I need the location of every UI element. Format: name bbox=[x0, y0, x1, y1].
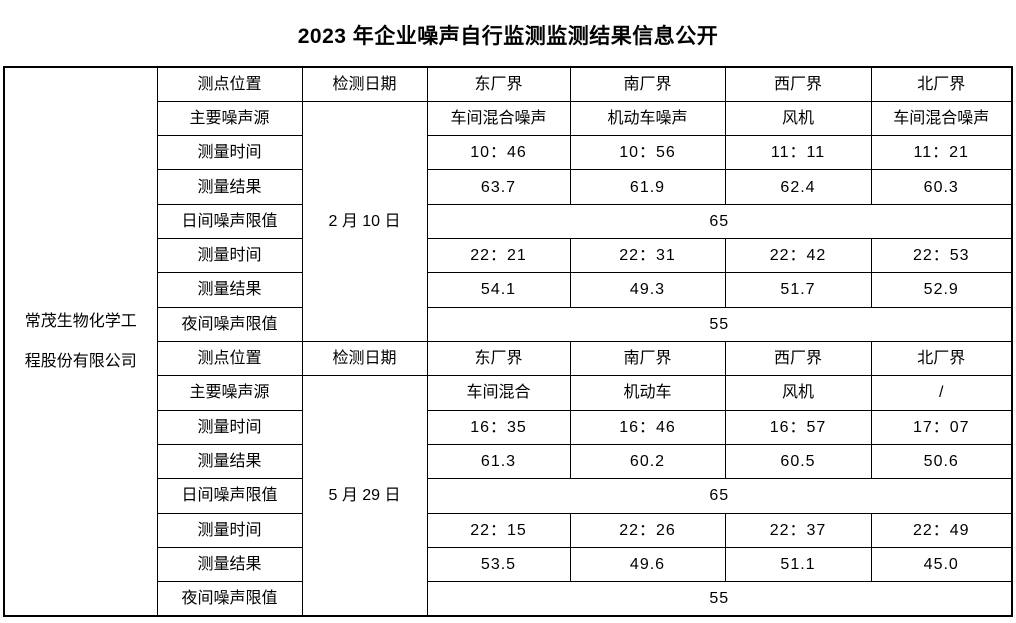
day-result-label-1: 测量结果 bbox=[156, 169, 303, 205]
detection-date-label-1: 检测日期 bbox=[301, 66, 428, 102]
boundary-east-2: 东厂界 bbox=[426, 340, 571, 377]
day-time-west-1: 11：11 bbox=[724, 135, 872, 171]
night-time-west-1: 22：42 bbox=[724, 238, 872, 274]
night-time-label-2: 测量时间 bbox=[156, 512, 303, 548]
night-result-east-2: 53.5 bbox=[426, 546, 571, 583]
day-result-row-1: 测量结果 63.7 61.9 62.4 60.3 bbox=[4, 169, 1013, 205]
noise-source-label-2: 主要噪声源 bbox=[156, 375, 303, 411]
day-limit-value-1: 65 bbox=[426, 203, 1013, 240]
detection-date-2: 5 月 29 日 bbox=[301, 375, 428, 617]
day-limit-label-1: 日间噪声限值 bbox=[156, 203, 303, 240]
boundary-south-2: 南厂界 bbox=[569, 340, 726, 377]
night-time-west-2: 22：37 bbox=[724, 512, 872, 548]
day-time-row-1: 测量时间 10：46 10：56 11：11 11：21 bbox=[4, 135, 1013, 171]
night-time-south-2: 22：26 bbox=[569, 512, 726, 548]
night-result-west-1: 51.7 bbox=[724, 272, 872, 308]
day-time-east-2: 16：35 bbox=[426, 409, 571, 445]
night-time-label-1: 测量时间 bbox=[156, 238, 303, 274]
page-title: 2023 年企业噪声自行监测监测结果信息公开 bbox=[297, 25, 719, 48]
day-result-east-1: 63.7 bbox=[426, 169, 571, 205]
night-time-east-1: 22：21 bbox=[426, 238, 571, 274]
noise-source-north-1: 车间混合噪声 bbox=[870, 100, 1013, 137]
day-limit-value-2: 65 bbox=[426, 478, 1013, 514]
night-result-north-1: 52.9 bbox=[870, 272, 1013, 308]
noise-source-east-2: 车间混合 bbox=[426, 375, 571, 411]
day-result-north-2: 50.6 bbox=[870, 443, 1013, 480]
day-result-label-2: 测量结果 bbox=[156, 443, 303, 480]
night-result-label-1: 测量结果 bbox=[156, 272, 303, 308]
boundary-north-1: 北厂界 bbox=[870, 66, 1013, 102]
boundary-east-1: 东厂界 bbox=[426, 66, 571, 102]
day-limit-label-2: 日间噪声限值 bbox=[156, 478, 303, 514]
day-result-west-1: 62.4 bbox=[724, 169, 872, 205]
day-time-label-2: 测量时间 bbox=[156, 409, 303, 445]
day-limit-row-2: 日间噪声限值 65 bbox=[4, 478, 1013, 514]
point-location-label-2: 测点位置 bbox=[156, 340, 303, 377]
noise-source-row-1: 主要噪声源 2 月 10 日 车间混合噪声 机动车噪声 风机 车间混合噪声 bbox=[4, 100, 1013, 343]
day-result-north-1: 60.3 bbox=[870, 169, 1013, 205]
day-time-row-2: 测量时间 16：35 16：46 16：57 17：07 bbox=[4, 409, 1013, 445]
night-limit-label-1: 夜间噪声限值 bbox=[156, 306, 303, 343]
night-limit-row-2: 夜间噪声限值 55 bbox=[4, 581, 1013, 617]
noise-source-south-1: 机动车噪声 bbox=[569, 100, 726, 137]
night-time-east-2: 22：15 bbox=[426, 512, 571, 548]
night-result-east-1: 54.1 bbox=[426, 272, 571, 308]
boundary-north-2: 北厂界 bbox=[870, 340, 1013, 377]
night-time-row-1: 测量时间 22：21 22：31 22：42 22：53 bbox=[4, 238, 1013, 274]
night-result-north-2: 45.0 bbox=[870, 546, 1013, 583]
day-time-south-1: 10：56 bbox=[569, 135, 726, 171]
detection-date-1: 2 月 10 日 bbox=[301, 100, 428, 343]
boundary-west-2: 西厂界 bbox=[724, 340, 872, 377]
night-time-north-1: 22：53 bbox=[870, 238, 1013, 274]
noise-source-north-2: / bbox=[870, 375, 1013, 411]
boundary-west-1: 西厂界 bbox=[724, 66, 872, 102]
header-row-section1: 常茂生物化学工程股份有限公司 测点位置 检测日期 东厂界 南厂界 西厂界 北厂界 bbox=[3, 66, 1013, 617]
boundary-south-1: 南厂界 bbox=[569, 66, 726, 102]
company-name: 常茂生物化学工程股份有限公司 bbox=[24, 312, 137, 370]
noise-source-west-1: 风机 bbox=[724, 100, 872, 137]
noise-source-east-1: 车间混合噪声 bbox=[426, 100, 571, 137]
night-limit-value-1: 55 bbox=[426, 306, 1013, 343]
night-result-south-1: 49.3 bbox=[569, 272, 726, 308]
night-time-north-2: 22：49 bbox=[870, 512, 1013, 548]
detection-date-label-2: 检测日期 bbox=[301, 340, 428, 377]
night-result-west-2: 51.1 bbox=[724, 546, 872, 583]
night-result-label-2: 测量结果 bbox=[156, 546, 303, 583]
night-limit-row-1: 夜间噪声限值 55 bbox=[4, 306, 1013, 343]
company-cell: 常茂生物化学工程股份有限公司 bbox=[3, 66, 158, 617]
day-time-east-1: 10：46 bbox=[426, 135, 571, 171]
day-result-south-2: 60.2 bbox=[569, 443, 726, 480]
day-time-south-2: 16：46 bbox=[569, 409, 726, 445]
day-result-south-1: 61.9 bbox=[569, 169, 726, 205]
night-result-south-2: 49.6 bbox=[569, 546, 726, 583]
night-time-row-2: 测量时间 22：15 22：26 22：37 22：49 bbox=[4, 512, 1013, 548]
day-time-label-1: 测量时间 bbox=[156, 135, 303, 171]
noise-source-south-2: 机动车 bbox=[569, 375, 726, 411]
noise-source-label-1: 主要噪声源 bbox=[156, 100, 303, 137]
day-result-east-2: 61.3 bbox=[426, 443, 571, 480]
night-time-south-1: 22：31 bbox=[569, 238, 726, 274]
noise-source-west-2: 风机 bbox=[724, 375, 872, 411]
day-time-north-1: 11：21 bbox=[870, 135, 1013, 171]
night-limit-value-2: 55 bbox=[426, 581, 1013, 617]
night-result-row-2: 测量结果 53.5 49.6 51.1 45.0 bbox=[4, 546, 1013, 583]
day-result-west-2: 60.5 bbox=[724, 443, 872, 480]
day-time-north-2: 17：07 bbox=[870, 409, 1013, 445]
day-time-west-2: 16：57 bbox=[724, 409, 872, 445]
point-location-label-1: 测点位置 bbox=[156, 66, 303, 102]
noise-source-row-2: 主要噪声源 5 月 29 日 车间混合 机动车 风机 / bbox=[4, 375, 1013, 617]
noise-monitoring-table: 常茂生物化学工程股份有限公司 测点位置 检测日期 东厂界 南厂界 西厂界 北厂界… bbox=[3, 66, 1013, 617]
night-result-row-1: 测量结果 54.1 49.3 51.7 52.9 bbox=[4, 272, 1013, 308]
night-limit-label-2: 夜间噪声限值 bbox=[156, 581, 303, 617]
